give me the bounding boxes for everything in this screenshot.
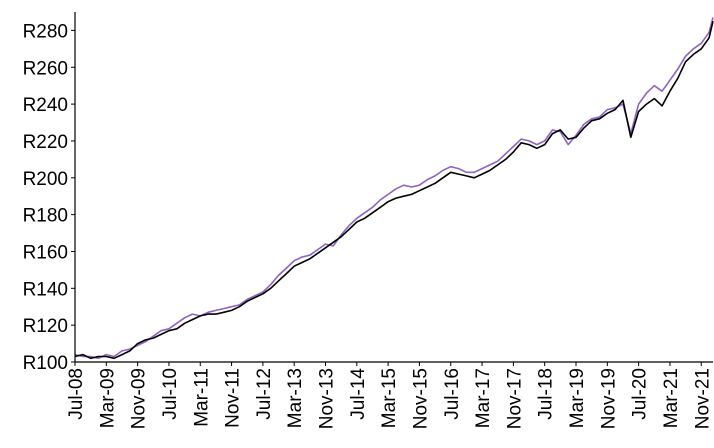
x-axis-ticks: Jul-08 Mar-09 Nov-09 Jul-10 Mar-11 Nov-11 Jul-…: [66, 362, 713, 429]
series-layer: [74, 17, 714, 360]
x-tick-label: Mar-21: [661, 368, 682, 428]
y-tick-label: R140: [23, 279, 68, 300]
x-tick-label: Jul-14: [348, 368, 369, 420]
y-tick-label: R240: [23, 95, 68, 116]
y-tick-label: R200: [23, 169, 68, 190]
x-tick-label: Nov-19: [598, 368, 619, 429]
x-tick-label: Nov-17: [504, 368, 525, 429]
x-tick-label: Nov-13: [317, 368, 338, 429]
y-tick-label: R160: [23, 242, 68, 263]
y-tick-label: R220: [23, 132, 68, 153]
y-tick-label: R280: [23, 21, 68, 42]
x-tick-label: Jul-20: [630, 368, 651, 420]
x-tick-label: Mar-09: [97, 368, 118, 428]
y-tick-label: R260: [23, 58, 68, 79]
x-tick-label: Nov-15: [410, 368, 431, 429]
x-tick-label: Nov-09: [129, 368, 150, 429]
x-tick-label: Jul-16: [442, 368, 463, 420]
x-tick-label: Jul-12: [254, 368, 275, 420]
x-tick-label: Nov-21: [692, 368, 713, 429]
x-tick-label: Jul-18: [536, 368, 557, 420]
y-tick-label: R100: [23, 353, 68, 374]
y-tick-label: R120: [23, 316, 68, 337]
series-line-1: [74, 21, 714, 360]
x-tick-label: Mar-15: [379, 368, 400, 428]
y-axis-ticks: R100 R120 R140 R160 R180 R200 R220 R240 R260 R280: [23, 21, 75, 374]
x-tick-label: Mar-19: [567, 368, 588, 428]
x-tick-label: Mar-17: [473, 368, 494, 428]
series-line-2: [74, 17, 714, 360]
x-tick-label: Mar-13: [285, 368, 306, 428]
x-tick-label: Mar-11: [191, 368, 212, 427]
x-tick-label: Nov-11: [223, 368, 244, 428]
x-tick-label: Jul-08: [66, 368, 87, 420]
y-tick-label: R180: [23, 206, 68, 227]
x-tick-label: Jul-10: [160, 368, 181, 420]
